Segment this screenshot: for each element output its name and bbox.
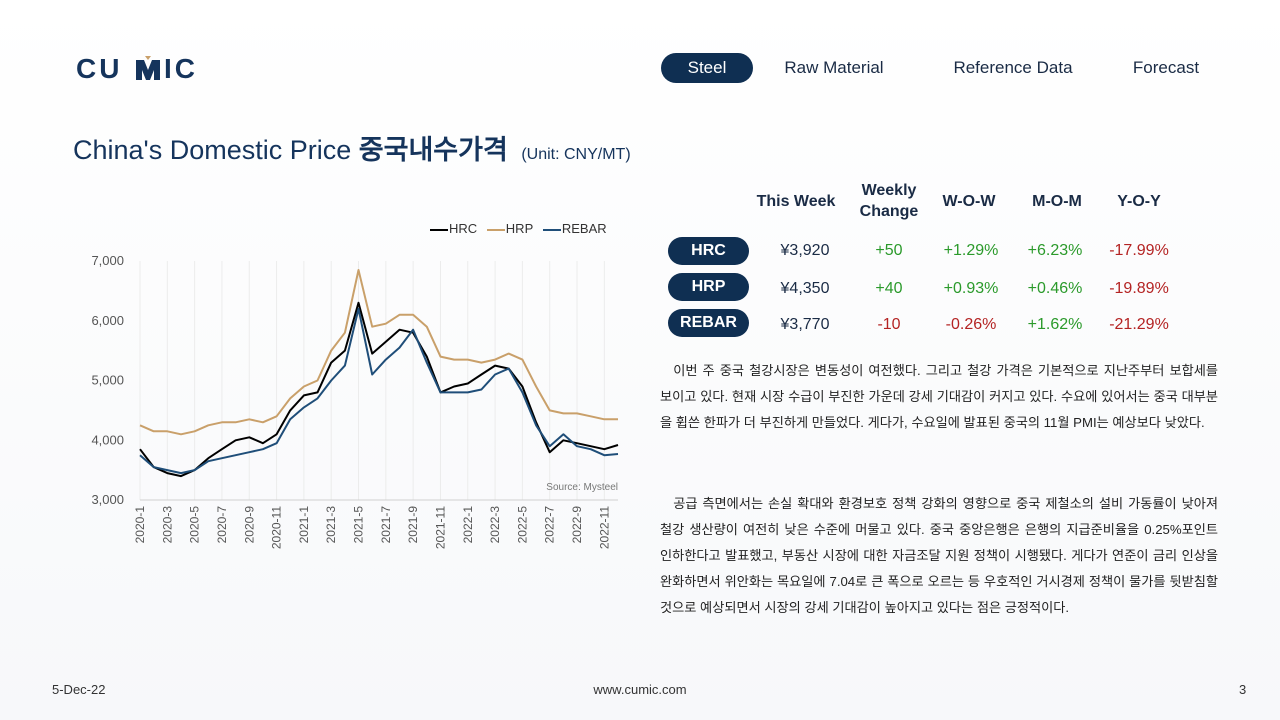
header-weekly-change: Weekly Change: [859, 182, 919, 220]
y-tick-label: 7,000: [91, 253, 124, 268]
nav-tab-reference-data[interactable]: Reference Data: [953, 58, 1073, 77]
legend-item-hrp: HRP: [486, 221, 533, 236]
hrc-this-week: ¥3,920: [780, 242, 830, 259]
title-english: China's Domestic Price: [73, 135, 352, 165]
rebar-yoy: -21.29%: [1109, 316, 1169, 333]
title-unit: (Unit: CNY/MT): [521, 146, 631, 163]
hrc-wow: +1.29%: [943, 242, 999, 259]
series-line-hrc: [139, 301, 619, 478]
rebar-wow: -0.26%: [945, 316, 997, 333]
y-tick-label: 5,000: [91, 373, 124, 388]
svg-text:CU: CU: [76, 54, 122, 82]
y-tick-label: 4,000: [91, 432, 124, 447]
nav-tab-steel[interactable]: Steel: [661, 53, 753, 83]
hrp-wow: +0.93%: [943, 280, 999, 297]
footer-url[interactable]: www.cumic.com: [593, 682, 687, 697]
x-tick-label: 2021-5: [352, 506, 366, 544]
y-tick-label: 3,000: [91, 492, 124, 507]
hrp-weekly-change: +40: [875, 280, 903, 297]
hrc-weekly-change: +50: [875, 242, 903, 259]
x-tick-label: 2020-9: [242, 506, 256, 544]
rebar-mom: +1.62%: [1027, 316, 1083, 333]
commentary-paragraph-1: 이번 주 중국 철강시장은 변동성이 여전했다. 그리고 철강 가격은 기본적으…: [660, 363, 1218, 430]
footer-date: 5-Dec-22: [52, 682, 106, 697]
nav-tab-raw-material[interactable]: Raw Material: [784, 58, 884, 77]
title-korean: 중국내수가격: [358, 135, 508, 165]
x-tick-label: 2022-5: [515, 506, 529, 544]
x-tick-label: 2020-5: [188, 506, 202, 544]
hrc-yoy: -17.99%: [1109, 242, 1169, 259]
cumic-logo: CU IC: [76, 54, 198, 82]
x-tick-label: 2020-1: [133, 506, 147, 544]
svg-text:IC: IC: [164, 54, 198, 82]
price-line-chart: 3,000 4,000 5,000 6,000 7,000 2020-1 2020-3 202…: [91, 253, 619, 549]
x-tick-label: 2020-3: [160, 506, 174, 544]
y-tick-label: 6,000: [91, 313, 124, 328]
hrp-yoy: -19.89%: [1109, 280, 1169, 297]
header-mom: M-O-M: [1032, 193, 1082, 210]
rebar-this-week: ¥3,770: [780, 316, 830, 333]
x-tick-label: 2021-11: [433, 506, 447, 549]
x-tick-label: 2021-7: [379, 506, 393, 544]
row-label-rebar: REBAR: [668, 309, 749, 337]
x-tick-label: 2022-1: [461, 506, 475, 544]
page-title: China's Domestic Price 중국내수가격 (Unit: CNY…: [73, 128, 631, 167]
legend-item-rebar: REBAR: [542, 221, 607, 236]
x-tick-label: 2020-11: [270, 506, 284, 549]
chart-legend: HRC HRP REBAR: [430, 221, 613, 236]
x-tick-label: 2022-11: [597, 506, 611, 549]
x-tick-label: 2021-1: [297, 506, 311, 544]
x-tick-label: 2021-9: [406, 506, 420, 544]
legend-item-hrc: HRC: [430, 221, 477, 236]
x-tick-label: 2020-7: [215, 506, 229, 544]
nav-tab-forecast[interactable]: Forecast: [1132, 58, 1200, 77]
row-label-hrp: HRP: [668, 273, 749, 301]
header-wow: W-O-W: [942, 193, 996, 210]
commentary-paragraph-2: 공급 측면에서는 손실 확대와 환경보호 정책 강화의 영향으로 중국 제철소의…: [660, 496, 1218, 615]
series-line-hrp: [139, 269, 618, 436]
top-nav: Steel Raw Material Reference Data Foreca…: [0, 53, 1280, 83]
series-line-rebar: [139, 307, 619, 475]
rebar-weekly-change: -10: [877, 316, 901, 333]
row-label-hrc: HRC: [668, 237, 749, 265]
hrp-this-week: ¥4,350: [780, 280, 830, 297]
x-tick-label: 2022-7: [543, 506, 557, 544]
hrc-mom: +6.23%: [1027, 242, 1083, 259]
x-tick-label: 2021-3: [324, 506, 338, 544]
hrp-mom: +0.46%: [1027, 280, 1083, 297]
footer-page-number: 3: [1239, 682, 1247, 697]
header-yoy: Y-O-Y: [1117, 193, 1161, 210]
header-this-week: This Week: [756, 193, 836, 210]
x-tick-label: 2022-9: [570, 506, 584, 544]
chart-source-note: Source: Mysteel: [546, 482, 618, 493]
x-tick-label: 2022-3: [488, 506, 502, 544]
